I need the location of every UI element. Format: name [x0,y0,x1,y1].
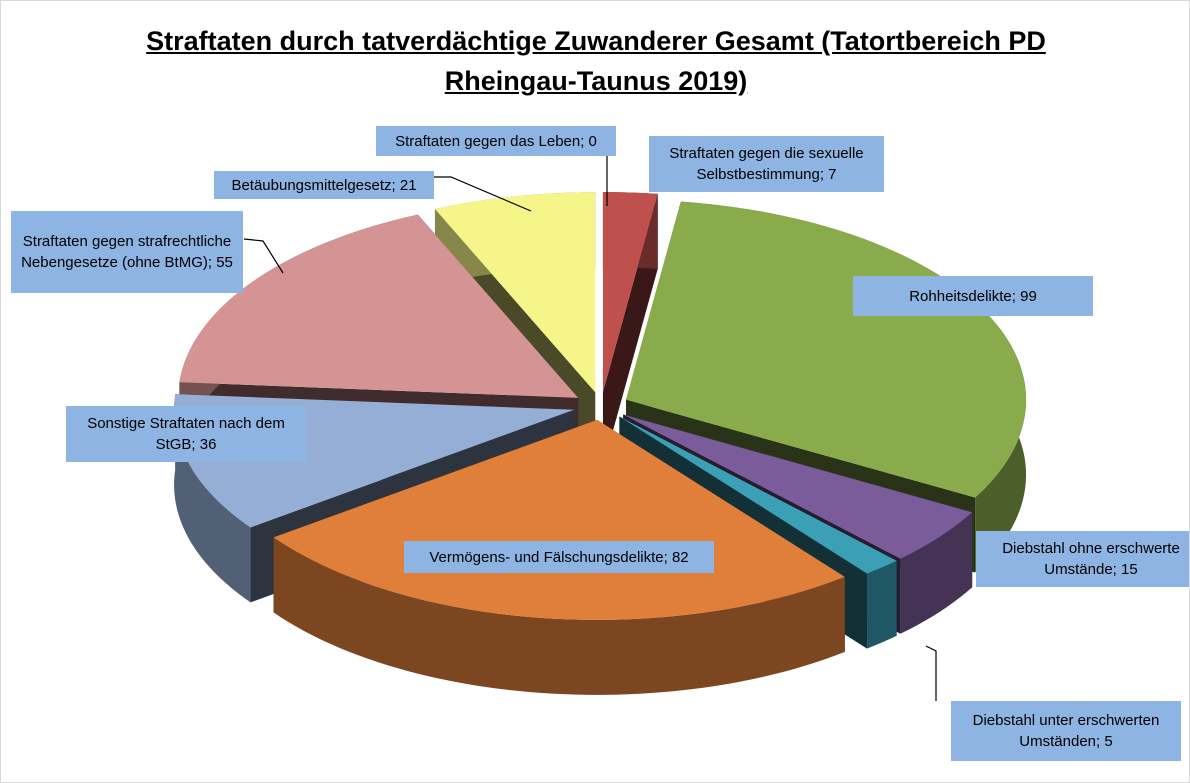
data-label: Rohheitsdelikte; 99 [853,276,1093,316]
leader-line [434,176,532,212]
data-label: Straftaten gegen das Leben; 0 [376,126,616,156]
slice-wall [867,560,897,649]
slice-wall [900,512,973,634]
leader-line [925,645,937,701]
data-label: Diebstahl ohne erschwerte Umstände; 15 [976,531,1189,587]
data-label: Straftaten gegen strafrechtliche Nebenge… [11,211,243,293]
slice-wall [273,537,845,695]
chart-title: Straftaten durch tatverdächtige Zuwander… [146,26,1046,96]
data-label: Betäubungsmittelgesetz; 21 [214,171,434,199]
data-label: Straftaten gegen die sexuelle Selbstbest… [649,136,884,192]
data-label: Vermögens- und Fälschungsdelikte; 82 [404,541,714,573]
data-label: Sonstige Straftaten nach dem StGB; 36 [66,406,306,462]
slice-wall [174,394,251,603]
slice-top [626,201,1027,498]
pie-slice [602,192,658,468]
slice-top [623,414,973,559]
slice-top [179,214,579,398]
slice-top [619,416,897,574]
data-label: Diebstahl unter erschwerten Umständen; 5 [951,701,1181,761]
leader-line [243,238,284,274]
slice-top [602,192,658,393]
slice-top [434,192,596,393]
